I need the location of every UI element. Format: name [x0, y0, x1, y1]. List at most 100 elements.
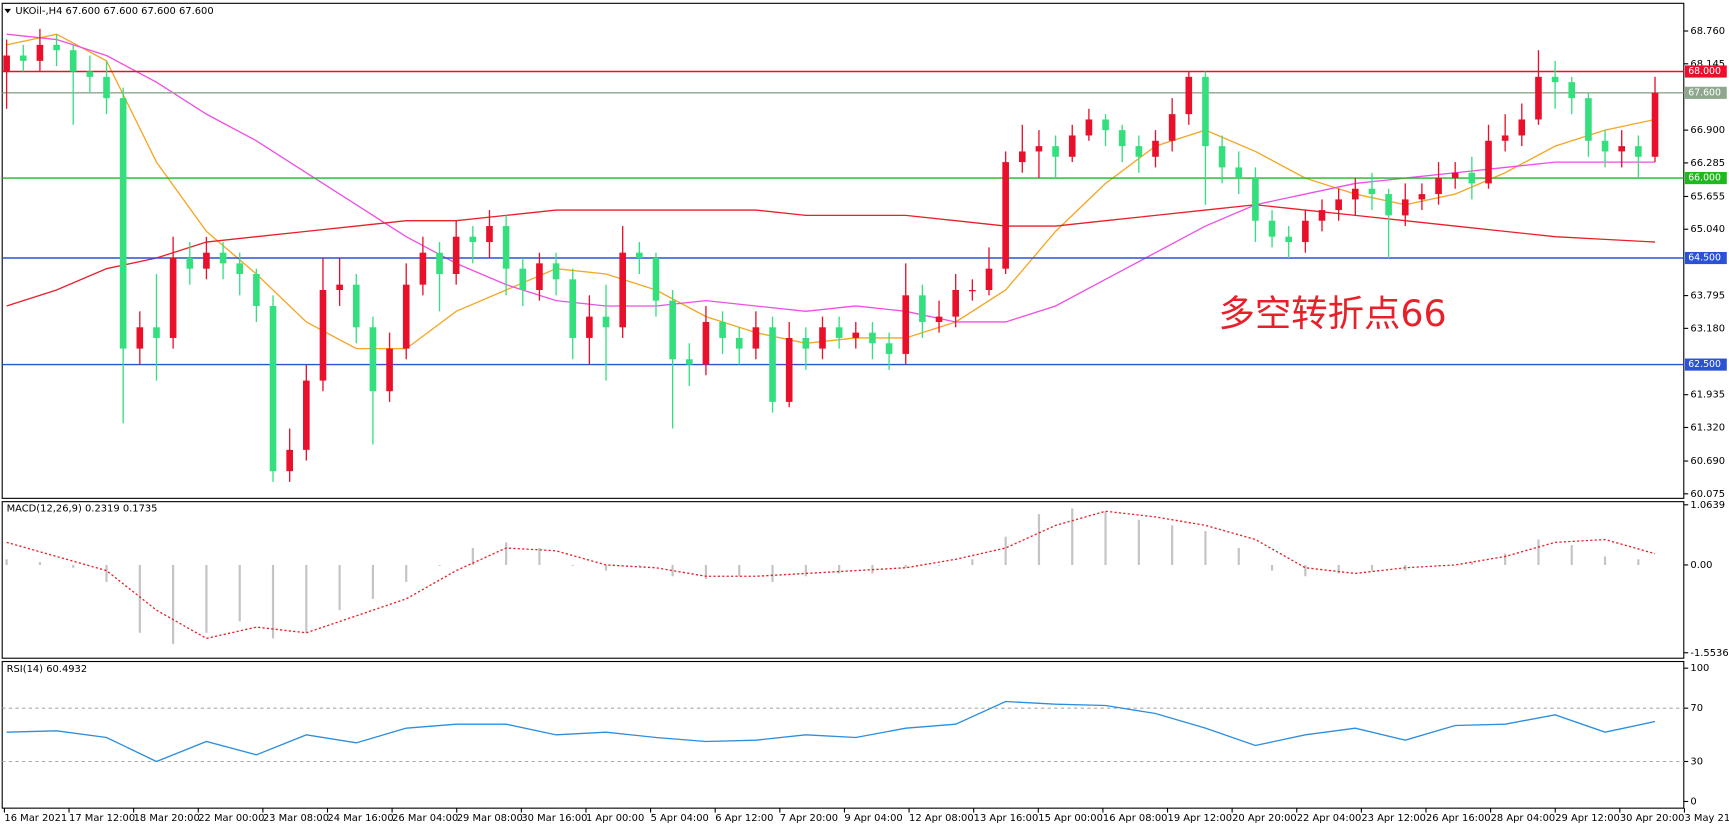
- x-tick-label: 22 Apr 04:00: [1297, 813, 1362, 824]
- y-tick-label: 68.145: [1690, 59, 1725, 70]
- x-tick-label: 13 Apr 16:00: [974, 813, 1039, 824]
- macd-bar: [5, 559, 8, 565]
- candle-body: [19, 55, 27, 61]
- macd-bar: [1270, 564, 1274, 571]
- candle-body: [1485, 140, 1492, 184]
- macd-bar: [1137, 519, 1140, 565]
- macd-bar: [904, 564, 907, 568]
- macd-bar: [1204, 531, 1207, 565]
- level-label: 67.600: [1688, 87, 1721, 98]
- y-tick-label: 60.690: [1690, 456, 1725, 467]
- macd-bar: [671, 564, 674, 577]
- macd-bar: [138, 564, 141, 633]
- y-tick-label: 60.075: [1690, 489, 1725, 500]
- candle-body: [1235, 167, 1243, 179]
- level-label-box: [1684, 172, 1727, 185]
- level-label-box: [1684, 65, 1727, 78]
- candle-body: [203, 252, 210, 269]
- y-tick-label: 100: [1690, 663, 1709, 674]
- candle-body: [702, 321, 710, 365]
- level-label: 64.500: [1688, 253, 1721, 264]
- candle-body: [86, 71, 94, 77]
- candle-body: [1385, 194, 1392, 216]
- candle-body: [36, 44, 44, 61]
- candle-body: [502, 226, 510, 269]
- macd-bar: [1437, 564, 1440, 566]
- candle-body: [769, 327, 776, 402]
- candle-body: [153, 327, 160, 338]
- macd-bar: [804, 564, 807, 577]
- candle-body: [336, 284, 343, 290]
- candle-body: [785, 337, 793, 402]
- macd-bar: [338, 564, 341, 611]
- macd-bar: [1337, 564, 1340, 574]
- macd-bar: [1037, 514, 1041, 565]
- macd-bar: [1370, 564, 1374, 571]
- x-tick-label: 6 Apr 12:00: [715, 813, 773, 824]
- x-tick-label: 23 Mar 08:00: [263, 813, 329, 824]
- macd-bar: [471, 547, 474, 565]
- candle-body: [1451, 172, 1459, 179]
- y-tick-label: 30: [1690, 756, 1703, 767]
- macd-bar: [1504, 553, 1507, 565]
- rsi-panel: [1, 660, 1685, 809]
- x-tick-label: 20 Apr 20:00: [1232, 813, 1297, 824]
- x-tick-label: 7 Apr 20:00: [780, 813, 838, 824]
- x-tick-label: 16 Apr 08:00: [1103, 813, 1168, 824]
- annotation: 多空转折点66: [1218, 292, 1446, 335]
- main-panel: [1, 2, 1685, 499]
- macd-bar: [1071, 508, 1074, 565]
- x-tick-label: 16 Mar 2021: [4, 813, 67, 824]
- macd-bar: [1104, 511, 1107, 565]
- candle-body: [885, 343, 893, 354]
- candle-body: [1651, 92, 1659, 157]
- level-label-box: [1684, 86, 1727, 99]
- candle-body: [1501, 135, 1509, 141]
- macd-bar: [438, 564, 441, 566]
- level-label-box: [1684, 251, 1727, 265]
- candle-body: [852, 332, 860, 338]
- macd-bar: [405, 564, 408, 582]
- chart-title: UKOil-,H4 67.600 67.600 67.600 67.600: [15, 6, 213, 17]
- x-tick-label: 1 Apr 00:00: [586, 813, 644, 824]
- candle-body: [1218, 146, 1226, 168]
- candle-body: [552, 263, 560, 280]
- macd-bar: [1470, 562, 1473, 565]
- x-tick-label: 12 Apr 08:00: [909, 813, 974, 824]
- candle-body: [652, 258, 660, 301]
- candle-body: [586, 316, 593, 338]
- candle-body: [1285, 236, 1293, 243]
- candle-body: [452, 236, 460, 275]
- macd-bar: [937, 564, 941, 566]
- macd-bar: [1570, 545, 1573, 565]
- macd-bar: [571, 564, 574, 566]
- candle-body: [1185, 76, 1193, 115]
- macd-bar: [1004, 536, 1007, 565]
- macd-signal: [6, 510, 1656, 640]
- y-tick-label: 70: [1690, 703, 1703, 714]
- candle-body: [1335, 199, 1342, 211]
- candle-body: [236, 263, 244, 275]
- candle-body: [1302, 220, 1309, 243]
- macd-bar: [271, 564, 275, 639]
- moving-average: [6, 204, 1656, 307]
- candle-body: [352, 284, 360, 328]
- candle-body: [1535, 76, 1542, 120]
- candle-body: [402, 284, 410, 349]
- y-tick-label: 61.935: [1690, 390, 1725, 401]
- y-tick-label: -1.5536: [1690, 648, 1728, 659]
- candle-body: [985, 268, 993, 290]
- x-tick-label: 9 Apr 04:00: [844, 813, 902, 824]
- candle-body: [1135, 146, 1143, 157]
- moving-average: [6, 33, 1656, 350]
- macd-bar: [72, 564, 75, 568]
- macd-bar: [1237, 547, 1240, 565]
- candle-body: [1002, 162, 1009, 269]
- macd-bar: [1537, 539, 1540, 565]
- candle-body: [752, 327, 760, 349]
- candle-body: [1351, 188, 1359, 200]
- x-tick-label: 30 Mar 16:00: [521, 813, 587, 824]
- y-tick-label: 65.655: [1690, 191, 1725, 202]
- candle-body: [1168, 114, 1176, 141]
